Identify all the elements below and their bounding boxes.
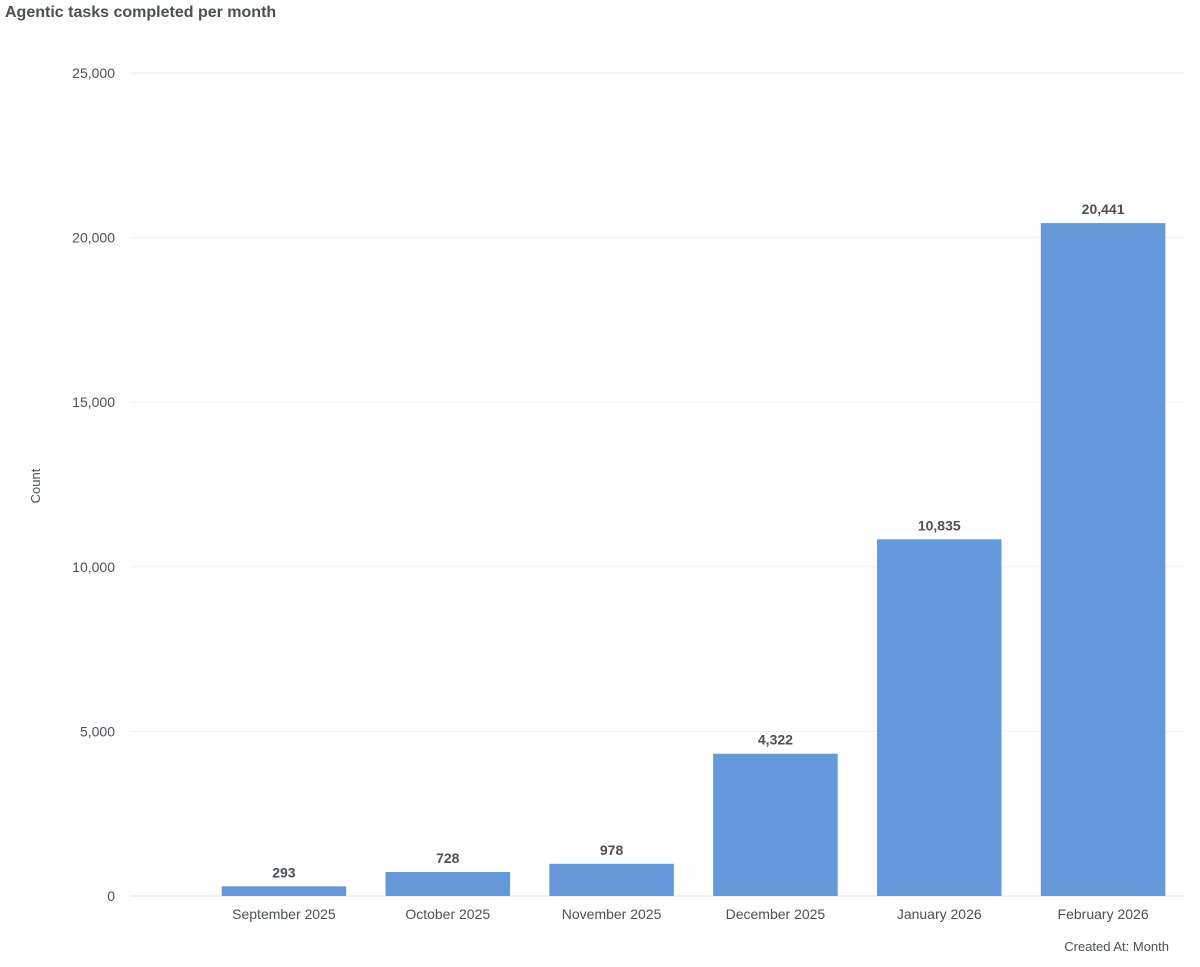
bar[interactable] <box>385 872 511 896</box>
x-axis-title: Created At: Month <box>1064 939 1169 954</box>
bar-value-label: 728 <box>436 850 460 866</box>
y-tick-label: 5,000 <box>80 723 115 739</box>
bar-value-label: 4,322 <box>758 732 793 748</box>
y-tick-label: 10,000 <box>72 559 115 575</box>
bars <box>221 223 1166 896</box>
bar[interactable] <box>221 886 347 896</box>
gridlines <box>130 72 1185 897</box>
x-tick-label: February 2026 <box>1058 906 1149 922</box>
y-axis-ticks: 0 5,000 10,000 15,000 20,000 25,000 <box>72 65 115 904</box>
x-axis-ticks: September 2025 October 2025 November 2025 D… <box>232 906 1149 922</box>
bar[interactable] <box>549 863 674 896</box>
chart-title: Agentic tasks completed per month <box>5 4 277 21</box>
x-tick-label: October 2025 <box>405 906 490 922</box>
bar-value-label: 293 <box>272 864 296 880</box>
y-axis-title: Count <box>28 468 43 503</box>
y-tick-label: 25,000 <box>72 65 115 81</box>
y-tick-label: 20,000 <box>72 230 115 246</box>
y-tick-label: 15,000 <box>72 394 115 410</box>
x-tick-label: November 2025 <box>562 906 662 922</box>
value-labels: 293 728 978 4,322 10,835 20,441 <box>272 201 1124 880</box>
bar[interactable] <box>876 539 1002 896</box>
x-tick-label: September 2025 <box>232 906 336 922</box>
x-tick-label: January 2026 <box>897 906 982 922</box>
bar[interactable] <box>1040 223 1166 896</box>
x-tick-label: December 2025 <box>726 906 826 922</box>
bar-value-label: 20,441 <box>1082 201 1125 217</box>
y-tick-label: 0 <box>107 888 115 904</box>
bar[interactable] <box>713 753 838 896</box>
bar-value-label: 978 <box>600 842 624 858</box>
bar-value-label: 10,835 <box>918 517 961 533</box>
